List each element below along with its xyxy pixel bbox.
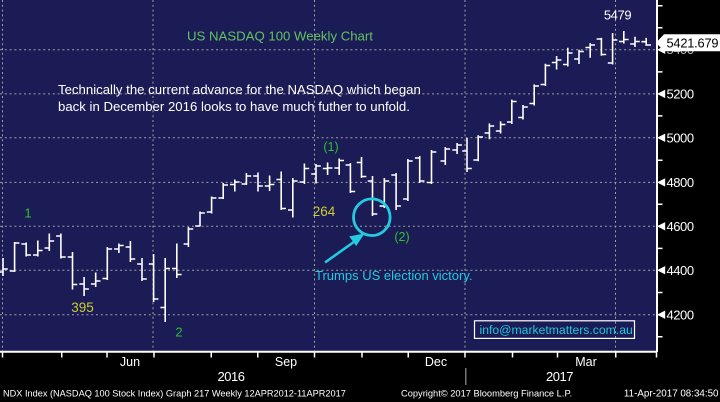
svg-text:Dec: Dec — [425, 355, 447, 369]
svg-text:2017: 2017 — [546, 369, 573, 384]
svg-text:Copyright© 2017 Bloomberg Fina: Copyright© 2017 Bloomberg Finance L.P. — [401, 389, 572, 399]
svg-text:5421.679: 5421.679 — [667, 35, 719, 50]
svg-text:Trumps US election victory.: Trumps US election victory. — [315, 268, 473, 283]
svg-text:2: 2 — [175, 325, 182, 340]
svg-text:4600: 4600 — [667, 219, 694, 234]
svg-text:info@marketmatters.com.au: info@marketmatters.com.au — [480, 323, 633, 337]
svg-text:Sep: Sep — [275, 355, 297, 369]
svg-text:1: 1 — [24, 206, 31, 221]
svg-text:5000: 5000 — [667, 131, 694, 146]
svg-text:US NASDAQ 100 Weekly Chart: US NASDAQ 100 Weekly Chart — [187, 29, 373, 44]
svg-text:Technically the current advanc: Technically the current advance for the … — [58, 82, 421, 97]
svg-text:4800: 4800 — [667, 175, 694, 190]
svg-text:Jun: Jun — [120, 355, 140, 369]
svg-text:11-Apr-2017 08:34:50: 11-Apr-2017 08:34:50 — [624, 389, 719, 400]
svg-text:back in December 2016 looks to: back in December 2016 looks to have much… — [58, 99, 410, 114]
svg-text:2016: 2016 — [218, 369, 245, 384]
svg-text:Mar: Mar — [575, 355, 597, 369]
svg-text:NDX Index (NASDAQ 100 Stock In: NDX Index (NASDAQ 100 Stock Index) Graph… — [3, 389, 346, 399]
svg-text:(1): (1) — [323, 140, 338, 154]
svg-text:4400: 4400 — [667, 263, 694, 278]
svg-text:395: 395 — [71, 300, 94, 315]
svg-text:(2): (2) — [394, 230, 409, 244]
svg-text:4200: 4200 — [667, 308, 694, 323]
svg-text:264: 264 — [313, 204, 336, 219]
svg-text:5479: 5479 — [604, 8, 631, 23]
svg-text:5200: 5200 — [667, 87, 694, 102]
